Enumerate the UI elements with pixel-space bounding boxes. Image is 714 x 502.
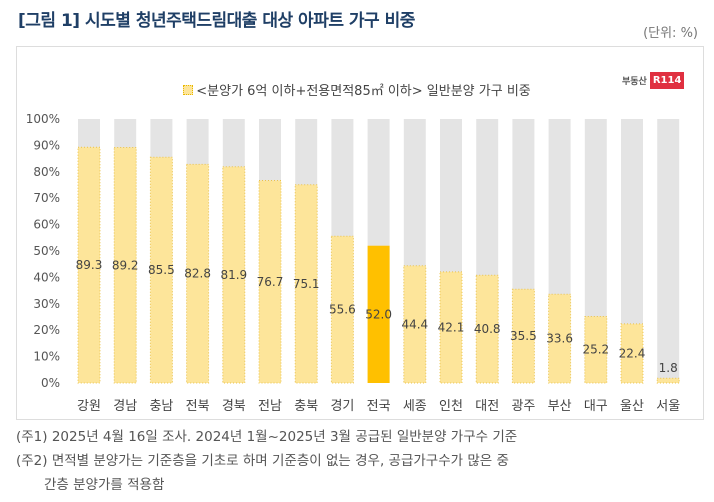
y-tick-label: 70% bbox=[33, 191, 60, 205]
x-tick-label: 세종 bbox=[403, 399, 427, 414]
data-label: 1.8 bbox=[659, 361, 678, 375]
note-2: (주2) 면적별 분양가는 기준층을 기초로 하며 기준층이 없는 경우, 공급… bbox=[16, 453, 509, 469]
data-label: 89.3 bbox=[76, 258, 103, 272]
data-label: 75.1 bbox=[293, 277, 320, 291]
bar bbox=[584, 315, 608, 384]
logo-text: 부동산 bbox=[622, 77, 647, 87]
data-label: 33.6 bbox=[546, 332, 573, 346]
legend-swatch bbox=[183, 85, 194, 95]
x-tick-label: 전국 bbox=[367, 399, 391, 414]
bar bbox=[222, 166, 246, 384]
data-label: 25.2 bbox=[582, 343, 609, 357]
x-tick-label: 강원 bbox=[77, 399, 101, 414]
logo-badge: R114 bbox=[649, 72, 685, 89]
y-tick-label: 50% bbox=[33, 244, 60, 258]
bar bbox=[294, 184, 318, 384]
data-label: 55.6 bbox=[329, 303, 356, 317]
note-1: (주1) 2025년 4월 16일 조사. 2024년 1월~2025년 3월 … bbox=[16, 429, 518, 445]
x-tick-label: 경기 bbox=[330, 399, 354, 414]
bar bbox=[548, 293, 572, 384]
bar bbox=[403, 265, 427, 384]
x-tick-label: 광주 bbox=[511, 399, 535, 414]
bar bbox=[367, 245, 390, 383]
x-tick-label: 전북 bbox=[186, 399, 210, 414]
bar bbox=[511, 288, 535, 384]
legend: <분양가 6억 이하+전용면적85㎡ 이하> 일반분양 가구 비중 bbox=[0, 80, 714, 99]
bar bbox=[475, 274, 499, 384]
x-tick-label: 대전 bbox=[475, 399, 499, 414]
bar-chart: 0% 10% 20% 30% 40% 50% 60% 70% 80% 90% 100% 89.3 강원 8… bbox=[26, 112, 681, 414]
x-tick-label: 경북 bbox=[222, 399, 246, 414]
data-label: 76.7 bbox=[257, 275, 284, 289]
bar bbox=[258, 180, 282, 384]
y-tick-label: 80% bbox=[33, 165, 60, 179]
logo: 부동산 R114 bbox=[622, 72, 685, 89]
data-label: 44.4 bbox=[401, 317, 428, 331]
x-tick-label: 서울 bbox=[656, 399, 680, 414]
y-tick-label: 10% bbox=[33, 350, 60, 364]
unit-label: (단위: %) bbox=[643, 26, 698, 41]
data-label: 89.2 bbox=[112, 258, 139, 272]
x-tick-label: 전남 bbox=[258, 399, 282, 414]
x-tick-label: 인천 bbox=[439, 399, 463, 414]
data-label: 81.9 bbox=[220, 268, 247, 282]
x-tick-label: 부산 bbox=[548, 399, 572, 414]
y-tick-label: 20% bbox=[33, 323, 60, 337]
x-tick-label: 대구 bbox=[584, 399, 608, 414]
data-label: 82.8 bbox=[184, 267, 211, 281]
data-label: 52.0 bbox=[365, 307, 392, 321]
y-tick-label: 30% bbox=[33, 297, 60, 311]
bar-background bbox=[657, 119, 680, 383]
y-tick-label: 90% bbox=[33, 138, 60, 152]
bar bbox=[113, 147, 137, 384]
figure-title: [그림 1] 시도별 청년주택드림대출 대상 아파트 가구 비중 bbox=[18, 11, 415, 31]
bar-background bbox=[621, 119, 643, 383]
x-tick-label: 충남 bbox=[149, 399, 173, 414]
y-tick-label: 40% bbox=[33, 270, 60, 284]
bar bbox=[149, 156, 173, 384]
x-tick-label: 울산 bbox=[620, 399, 644, 414]
bar bbox=[186, 163, 210, 384]
x-tick-label: 경남 bbox=[113, 399, 137, 414]
chart-frame bbox=[16, 46, 704, 420]
bar bbox=[77, 146, 101, 384]
data-label: 40.8 bbox=[474, 322, 501, 336]
note-3: 간층 분양가를 적용함 bbox=[44, 477, 165, 493]
data-label: 85.5 bbox=[148, 263, 175, 277]
y-tick-label: 60% bbox=[33, 218, 60, 232]
data-label: 22.4 bbox=[619, 346, 646, 360]
bar bbox=[656, 377, 680, 384]
bar bbox=[439, 271, 463, 384]
bar bbox=[330, 235, 354, 384]
legend-label: <분양가 6억 이하+전용면적85㎡ 이하> 일반분양 가구 비중 bbox=[196, 84, 531, 99]
bar bbox=[620, 323, 644, 384]
y-tick-label: 0% bbox=[41, 376, 60, 390]
y-tick-label: 100% bbox=[26, 112, 60, 126]
x-tick-label: 충북 bbox=[294, 399, 318, 414]
data-label: 35.5 bbox=[510, 329, 537, 343]
data-label: 42.1 bbox=[438, 320, 465, 334]
